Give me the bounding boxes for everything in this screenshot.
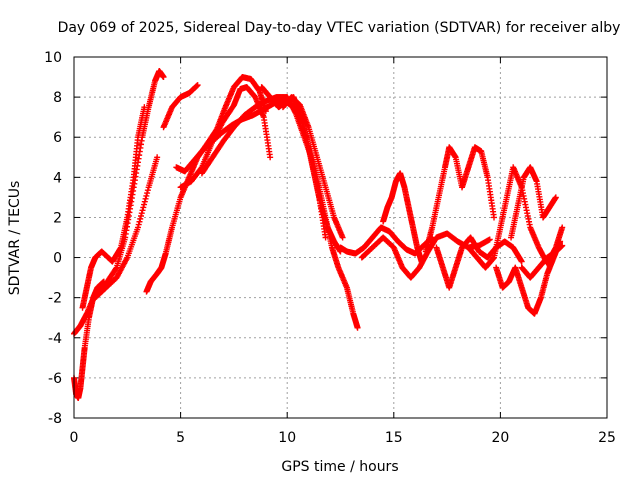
plot-frame xyxy=(73,56,608,419)
data-point xyxy=(141,104,148,111)
y-tick-label: -8 xyxy=(48,411,62,427)
y-tick-label: 2 xyxy=(53,210,62,226)
data-point xyxy=(142,195,149,202)
data-point xyxy=(559,224,566,231)
data-point xyxy=(139,207,146,214)
data-point xyxy=(141,201,148,208)
data-point xyxy=(160,74,167,81)
y-tick-label: -6 xyxy=(48,371,62,387)
data-point xyxy=(354,324,361,331)
series-arc-4 xyxy=(92,154,161,301)
data-point xyxy=(194,82,201,89)
series-arc-20 xyxy=(518,242,566,281)
data-point xyxy=(154,154,161,161)
y-tick-label: 0 xyxy=(53,251,62,267)
data-point xyxy=(136,218,143,225)
x-tick-label: 25 xyxy=(598,430,616,446)
y-tick-label: 8 xyxy=(53,90,62,106)
data-point xyxy=(141,198,148,205)
y-tick-label: 4 xyxy=(53,170,62,186)
series-arc-13 xyxy=(380,170,425,265)
series-arc-19 xyxy=(508,164,559,241)
x-tick-label: 10 xyxy=(278,430,296,446)
data-point xyxy=(339,234,346,241)
data-point xyxy=(518,258,525,265)
chart-title: Day 069 of 2025, Sidereal Day-to-day VTE… xyxy=(58,20,621,36)
data-point xyxy=(134,224,141,231)
series-arc-9 xyxy=(198,94,361,331)
data-point xyxy=(138,213,145,220)
data-point xyxy=(557,238,564,245)
data-point xyxy=(486,236,493,243)
series-arc-5 xyxy=(143,74,269,295)
x-tick-label: 0 xyxy=(70,430,79,446)
x-tick-label: 15 xyxy=(385,430,403,446)
data-point xyxy=(144,190,151,197)
data-point xyxy=(112,265,119,272)
series-arc-18 xyxy=(493,238,564,317)
series-arc-6 xyxy=(160,82,201,131)
data-point xyxy=(552,194,559,201)
x-axis-label: GPS time / hours xyxy=(281,459,398,475)
x-tick-label: 20 xyxy=(491,430,509,446)
data-point xyxy=(267,154,274,161)
y-tick-label: -4 xyxy=(48,331,62,347)
series-arc-3 xyxy=(79,104,148,311)
y-tick-label: -2 xyxy=(48,291,62,307)
data-point xyxy=(138,210,145,217)
points-layer xyxy=(71,68,566,401)
grid-layer xyxy=(74,57,607,418)
data-point xyxy=(491,214,498,221)
series-arc-16 xyxy=(433,234,525,291)
series-arc-11 xyxy=(279,94,346,241)
data-point xyxy=(559,242,566,249)
y-tick-label: 10 xyxy=(44,50,62,66)
data-point xyxy=(137,215,144,222)
data-point xyxy=(144,187,151,194)
data-point xyxy=(322,234,329,241)
x-tick-label: 5 xyxy=(176,430,185,446)
y-tick-label: 6 xyxy=(53,130,62,146)
data-point xyxy=(143,192,150,199)
data-point xyxy=(135,221,142,228)
series-arc-15 xyxy=(422,144,498,255)
y-axis-label: SDTVAR / TECUs xyxy=(7,181,23,296)
data-point xyxy=(140,204,147,211)
